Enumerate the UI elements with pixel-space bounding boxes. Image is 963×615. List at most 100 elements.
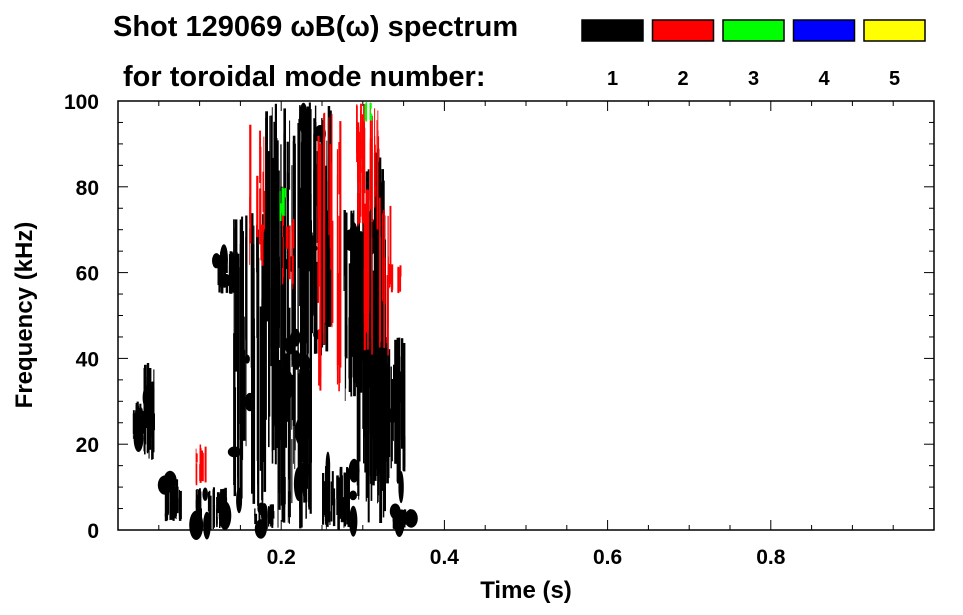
spectrum-region-mode-1 [277, 354, 312, 529]
spectrum-blob [244, 354, 250, 364]
spectrum-streak [146, 414, 149, 454]
spectrum-streak [263, 213, 266, 424]
spectrum-streak [216, 517, 218, 525]
spectrum-streak [288, 437, 291, 480]
x-tick-label: 0.8 [756, 546, 786, 569]
spectrum-streak [280, 144, 282, 410]
spectrum-streak [242, 359, 246, 441]
spectrum-streak [376, 120, 378, 184]
spectrum-blob [236, 487, 243, 514]
spectrum-streak [376, 208, 380, 318]
spectrum-streak [219, 491, 222, 517]
spectrum-blob [257, 502, 266, 516]
spectrum-streak [308, 373, 311, 480]
spectrum-blob [285, 370, 293, 400]
spectrum-streak [281, 379, 283, 521]
spectrum-streak [284, 353, 287, 448]
spectrum-streak [365, 231, 368, 327]
spectrum-blob [189, 510, 204, 540]
spectrum-streak [268, 151, 270, 448]
legend: 1 2 3 4 5 [581, 19, 926, 90]
spectrum-blob [163, 470, 177, 491]
spectrum-streak [204, 453, 207, 476]
spectrum-streak [403, 509, 405, 522]
spectrum-streak [350, 228, 352, 388]
spectrum-streak [389, 277, 391, 282]
spectrum-streak [391, 421, 393, 462]
spectrum-streak [397, 416, 400, 484]
spectrum-streak [279, 191, 281, 206]
spectrum-region-mode-2 [195, 444, 207, 486]
spectrum-streak [153, 413, 155, 431]
spectrum-streak [245, 318, 247, 447]
spectrum-streak [291, 439, 293, 504]
spectrum-streak [164, 513, 168, 522]
spectrum-streak [274, 138, 278, 403]
spectrum-streak [257, 257, 260, 507]
spectrum-streak [317, 207, 320, 287]
spectrum-streak [357, 148, 359, 227]
spectrum-region-mode-2 [317, 112, 342, 392]
spectrum-blob [212, 253, 221, 269]
spectrum-streak [363, 127, 366, 194]
spectrum-streak [343, 210, 346, 248]
spectrum-streak [195, 499, 199, 521]
spectrum-blob [293, 466, 304, 502]
spectrum-streak [277, 376, 279, 423]
spectrum-streak [259, 306, 262, 471]
spectrum-region-mode-2 [249, 124, 265, 266]
spectrum-streak [363, 268, 366, 351]
y-axis-label: Frequency (kHz) [11, 222, 38, 409]
tick-labels: 0.2 0.4 0.6 0.8 0 20 40 60 80 100 [64, 91, 786, 569]
spectrum-blob [284, 335, 295, 355]
spectrum-blob [363, 373, 368, 408]
legend-swatch-2 [651, 19, 715, 42]
spectrum-streak [308, 102, 311, 230]
spectrum-streak [217, 254, 220, 286]
spectrum-streak [357, 127, 360, 178]
spectrum-blob [203, 511, 211, 540]
spectrum-streak [363, 192, 365, 232]
spectrum-streak [343, 240, 345, 291]
spectrum-streak [270, 513, 274, 526]
spectrum-streak [259, 130, 261, 183]
spectrum-region-mode-1 [389, 503, 418, 537]
spectrum-streak [369, 138, 372, 201]
spectrum-streak [249, 196, 250, 223]
spectrum-streak [198, 501, 201, 523]
spectrum-streak [249, 124, 252, 244]
spectrum-streak [319, 306, 322, 391]
spectrum-streak [276, 205, 278, 344]
spectrum-streak [371, 271, 373, 355]
spectrum-streak [354, 282, 357, 382]
spectrum-streak [170, 489, 173, 499]
spectrum-streak [178, 489, 180, 516]
spectrum-streak [306, 172, 309, 307]
spectrum-streak [286, 171, 289, 397]
legend-label-4: 4 [818, 68, 830, 90]
spectrum-streak [245, 215, 248, 360]
spectrum-streak [348, 337, 351, 392]
spectrum-streak [360, 138, 362, 173]
spectrum-streak [354, 269, 356, 303]
legend-label-2: 2 [677, 68, 688, 90]
spectrum-streak [273, 133, 276, 409]
spectrum-streak [135, 410, 137, 418]
spectrum-streak [346, 468, 348, 521]
spectrum-blob [218, 501, 232, 530]
spectrum-streak [254, 508, 256, 517]
x-tick-label: 0.2 [267, 546, 296, 569]
spectrum-streak [329, 144, 332, 249]
spectrum-streak [199, 464, 202, 481]
spectrum-streak [361, 114, 364, 193]
spectrum-streak [237, 275, 238, 478]
spectrum-streak [357, 193, 359, 225]
spectrum-streak [148, 394, 152, 450]
y-tick-label: 0 [87, 520, 99, 543]
spectrum-streak [327, 470, 331, 523]
spectrum-streak [369, 103, 372, 109]
spectrum-streak [380, 182, 383, 410]
legend-swatch-5 [863, 19, 926, 42]
spectrum-streak [148, 369, 151, 389]
spectrum-streak [262, 171, 264, 212]
